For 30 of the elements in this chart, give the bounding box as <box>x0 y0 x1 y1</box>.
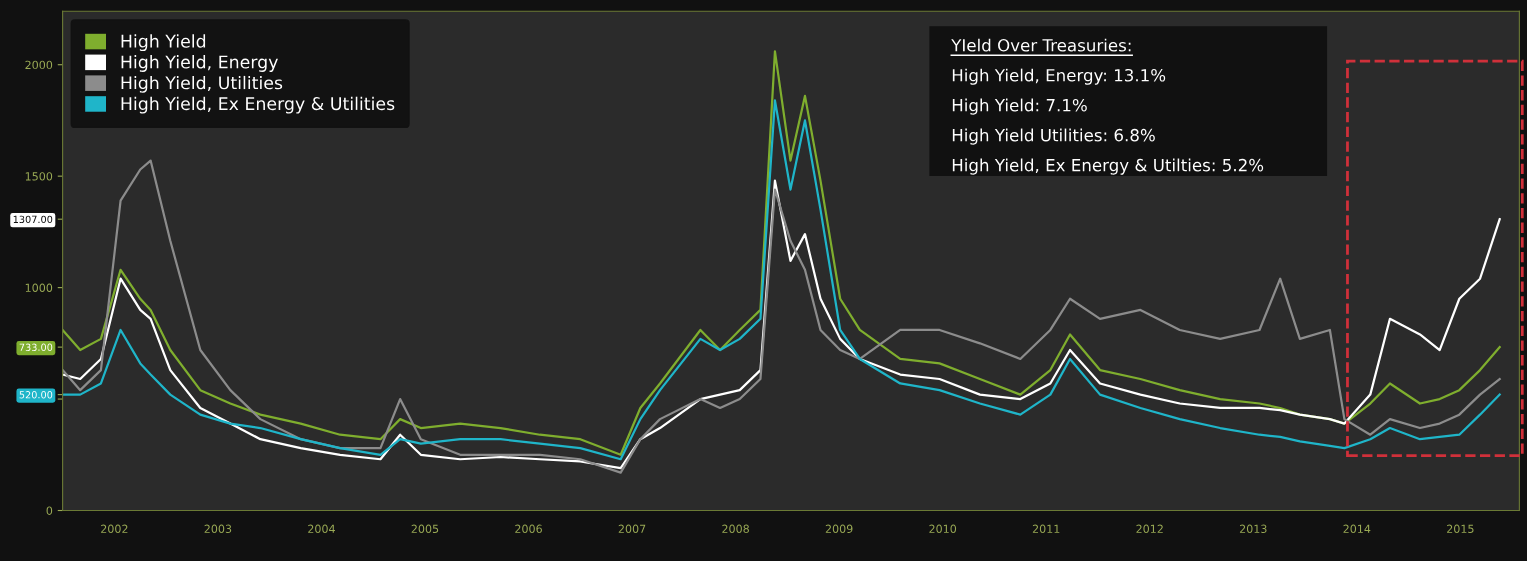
legend-label: High Yield, Ex Energy & Utilities <box>121 96 395 114</box>
y-tick-label: 0 <box>46 506 53 515</box>
legend-label: High Yield, Energy <box>121 55 278 72</box>
x-tick-label: 2010 <box>929 524 957 533</box>
legend-label: High Yield, Utilities <box>121 75 283 93</box>
annotation: High Yield: 7.1% <box>952 98 1087 115</box>
x-tick-label: 2008 <box>722 524 749 533</box>
annotation: High Yield, Energy: 13.1% <box>952 68 1166 85</box>
legend-label: High Yield <box>121 34 206 52</box>
annotation: High Yield, Ex Energy & Utilties: 5.2% <box>952 158 1264 175</box>
x-tick-label: 2006 <box>515 524 542 533</box>
y-tick-label: 1500 <box>25 172 53 181</box>
y-tick-label: 1307.00 <box>13 215 53 224</box>
x-tick-label: 2009 <box>825 524 853 533</box>
y-tick-label: 2000 <box>25 60 53 70</box>
annotation: High Yield Utilities: 6.8% <box>952 128 1155 145</box>
x-tick-label: 2004 <box>308 524 335 533</box>
x-tick-label: 2014 <box>1343 524 1371 533</box>
x-tick-label: 2012 <box>1136 524 1163 533</box>
x-tick-label: 2015 <box>1447 524 1474 533</box>
y-tick-label: 520.00 <box>19 391 53 399</box>
x-tick-label: 2002 <box>101 524 128 533</box>
x-tick-label: 2007 <box>618 524 646 533</box>
x-tick-label: 2013 <box>1239 524 1267 533</box>
x-tick-label: 2011 <box>1032 524 1060 533</box>
y-tick-label: 1000 <box>25 283 53 292</box>
x-tick-label: 2003 <box>204 524 232 533</box>
x-tick-label: 2005 <box>411 524 439 533</box>
y-tick-label: 733.00 <box>19 343 53 351</box>
annotation: YIeld Over Treasuries: <box>951 38 1131 52</box>
